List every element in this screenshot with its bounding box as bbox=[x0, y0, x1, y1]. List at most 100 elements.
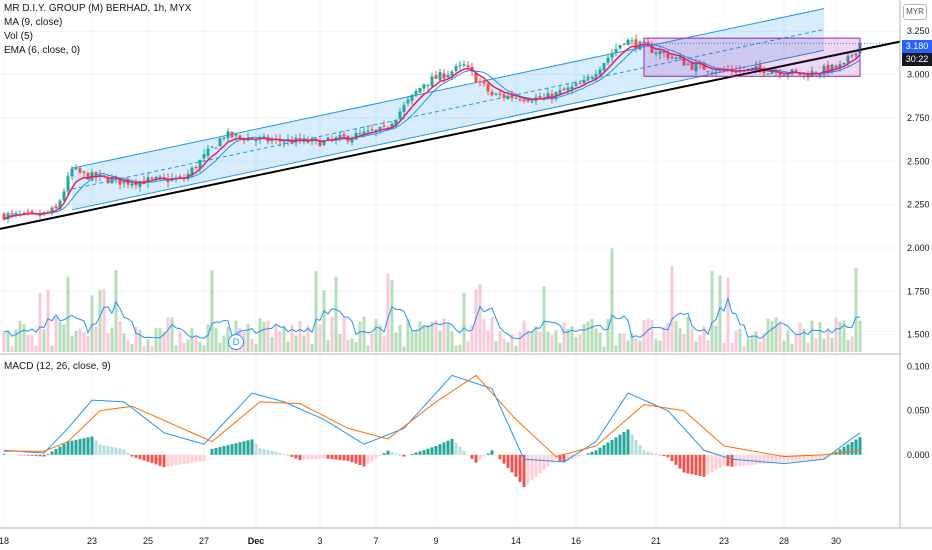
volume-bar bbox=[242, 331, 246, 352]
candle-body bbox=[786, 74, 790, 76]
macd-histogram-bar bbox=[74, 439, 78, 455]
macd-histogram-bar bbox=[602, 445, 606, 455]
macd-histogram-bar bbox=[774, 454, 778, 463]
volume-bar bbox=[698, 335, 702, 352]
volume-bar bbox=[250, 338, 254, 352]
macd-histogram-bar bbox=[166, 454, 170, 467]
macd-histogram-bar bbox=[394, 453, 398, 455]
vol-legend[interactable]: Vol (5) bbox=[4, 31, 33, 42]
price-tick-label: 1.750 bbox=[907, 286, 930, 296]
volume-bar bbox=[178, 331, 182, 352]
macd-histogram-bar bbox=[534, 454, 538, 477]
volume-bar bbox=[486, 330, 490, 352]
currency-badge[interactable]: MYR bbox=[903, 4, 927, 20]
macd-histogram-bar bbox=[242, 441, 246, 455]
volume-bar bbox=[790, 344, 794, 352]
volume-bar bbox=[626, 340, 630, 352]
volume-bar bbox=[622, 333, 626, 352]
macd-legend[interactable]: MACD (12, 26, close, 9) bbox=[4, 361, 111, 372]
dividend-marker[interactable]: D bbox=[228, 334, 244, 350]
macd-histogram-bar bbox=[746, 454, 750, 466]
candle-body bbox=[822, 66, 826, 75]
volume-bar bbox=[762, 333, 766, 352]
volume-bar bbox=[86, 336, 90, 352]
candle-body bbox=[134, 182, 138, 186]
volume-bar bbox=[38, 292, 42, 352]
macd-histogram-bar bbox=[202, 454, 206, 461]
macd-histogram-bar bbox=[674, 454, 678, 465]
macd-histogram-bar bbox=[322, 454, 326, 459]
ema-legend[interactable]: EMA (6, close, 0) bbox=[4, 45, 81, 56]
volume-bar bbox=[150, 345, 154, 352]
candle-body bbox=[586, 76, 590, 79]
candle-body bbox=[602, 63, 606, 71]
volume-bar bbox=[362, 316, 366, 352]
volume-bar bbox=[42, 329, 46, 352]
macd-histogram-bar bbox=[426, 448, 430, 455]
candle-body bbox=[206, 148, 210, 156]
volume-bar bbox=[182, 343, 186, 352]
candle-body bbox=[530, 101, 534, 103]
candle-body bbox=[774, 71, 778, 73]
macd-histogram-bar bbox=[462, 450, 466, 455]
volume-bar bbox=[782, 340, 786, 352]
volume-bar bbox=[218, 342, 222, 352]
candle-body bbox=[178, 176, 182, 178]
volume-bar bbox=[54, 317, 58, 352]
candle-body bbox=[630, 40, 634, 42]
time-tick-label: 9 bbox=[433, 536, 438, 546]
macd-histogram-bar bbox=[762, 454, 766, 464]
volume-bar bbox=[802, 328, 806, 352]
volume-bar bbox=[298, 320, 302, 352]
volume-bar bbox=[850, 336, 854, 352]
macd-histogram-bar bbox=[690, 454, 694, 475]
volume-bar bbox=[610, 248, 614, 352]
candle-body bbox=[714, 72, 718, 74]
candle-body bbox=[402, 104, 406, 112]
volume-bar bbox=[658, 340, 662, 352]
volume-bar bbox=[350, 338, 354, 352]
volume-bar bbox=[706, 340, 710, 352]
macd-histogram-bar bbox=[342, 454, 346, 461]
candle-body bbox=[122, 180, 126, 184]
candle-body bbox=[86, 172, 90, 180]
volume-bar bbox=[474, 289, 478, 352]
volume-bar bbox=[718, 275, 722, 352]
macd-histogram-bar bbox=[406, 454, 410, 456]
volume-bar bbox=[570, 326, 574, 352]
macd-histogram-bar bbox=[430, 447, 434, 455]
candle-body bbox=[14, 212, 18, 215]
macd-histogram-bar bbox=[630, 434, 634, 455]
volume-bar bbox=[134, 326, 138, 352]
macd-histogram-bar bbox=[814, 454, 818, 460]
volume-bar bbox=[506, 342, 510, 352]
candle-body bbox=[770, 71, 774, 75]
volume-bar bbox=[770, 321, 774, 352]
candle-body bbox=[118, 177, 122, 185]
volume-bar bbox=[422, 326, 426, 352]
macd-histogram-bar bbox=[806, 454, 810, 461]
volume-bar bbox=[798, 322, 802, 352]
macd-histogram-bar bbox=[86, 437, 90, 455]
candle-body bbox=[506, 95, 510, 99]
candle-body bbox=[154, 176, 158, 179]
candle-body bbox=[654, 52, 658, 54]
macd-histogram-bar bbox=[662, 454, 666, 457]
candle-body bbox=[526, 99, 530, 102]
macd-histogram-bar bbox=[270, 450, 274, 455]
candle-body bbox=[838, 64, 842, 68]
volume-bar bbox=[478, 283, 482, 352]
macd-histogram-bar bbox=[234, 443, 238, 455]
candle-body bbox=[54, 206, 58, 209]
volume-bar bbox=[278, 331, 282, 352]
volume-bar bbox=[162, 331, 166, 352]
macd-histogram-bar bbox=[46, 454, 50, 455]
candle-body bbox=[450, 71, 454, 76]
volume-bar bbox=[794, 334, 798, 352]
candle-body bbox=[438, 72, 442, 80]
volume-bar bbox=[758, 341, 762, 352]
ma-legend[interactable]: MA (9, close) bbox=[4, 17, 63, 28]
candle-body bbox=[282, 142, 286, 144]
